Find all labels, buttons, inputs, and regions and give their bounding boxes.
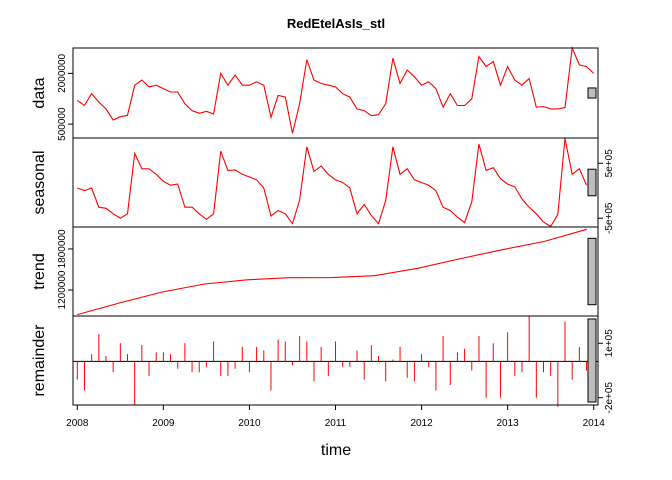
remainder-y-tick-label: 1e+05 (604, 329, 615, 358)
panel-data: 500000 2000000 data (31, 45, 599, 141)
x-tick-label: 2008 (66, 418, 89, 429)
x-axis-label: time (321, 442, 351, 459)
panel-trend: 1200000 1800000 trend (31, 226, 599, 317)
seasonal-panel-frame (72, 137, 599, 228)
data-y-tick-label: 2000000 (57, 53, 68, 92)
trend-y-tick-label: 1200000 (57, 270, 68, 309)
seasonal-series-line (77, 138, 588, 228)
seasonal-y-tick-label: -5e+05 (604, 202, 615, 234)
x-tick-label: 2014 (583, 418, 606, 429)
x-axis: 2008 2009 2010 2011 2012 2013 2014 (66, 405, 605, 429)
panel-remainder: -2e+05 1e+05 remainder (31, 315, 615, 414)
trend-y-tick-label: 1800000 (57, 229, 68, 268)
data-series-line (76, 45, 595, 134)
x-tick-label: 2010 (238, 418, 261, 429)
panel-seasonal: -5e+05 5e+05 seasonal (31, 137, 615, 234)
data-y-tick-label: 500000 (57, 107, 68, 141)
data-y-label: data (31, 77, 48, 108)
trend-panel-frame (72, 226, 599, 317)
seasonal-y-label: seasonal (31, 150, 48, 214)
data-range-bar (587, 87, 597, 99)
remainder-range-bar (587, 318, 597, 403)
seasonal-range-bar (587, 168, 597, 197)
remainder-y-label: remainder (31, 324, 48, 397)
trend-y-label: trend (31, 253, 48, 289)
chart-title: RedEtelAsIs_stl (287, 16, 385, 31)
remainder-y-tick-label: -2e+05 (604, 382, 615, 414)
trend-series-line (77, 228, 587, 316)
seasonal-y-tick-label: 5e+05 (604, 149, 615, 178)
trend-range-bar (587, 237, 597, 306)
x-tick-label: 2012 (410, 418, 433, 429)
x-tick-label: 2009 (152, 418, 175, 429)
x-tick-label: 2013 (497, 418, 520, 429)
x-tick-label: 2011 (325, 418, 347, 429)
panels: 500000 2000000 data -5e+05 5e+05 seasonal 1200… (31, 45, 615, 414)
data-panel-frame (72, 47, 599, 139)
